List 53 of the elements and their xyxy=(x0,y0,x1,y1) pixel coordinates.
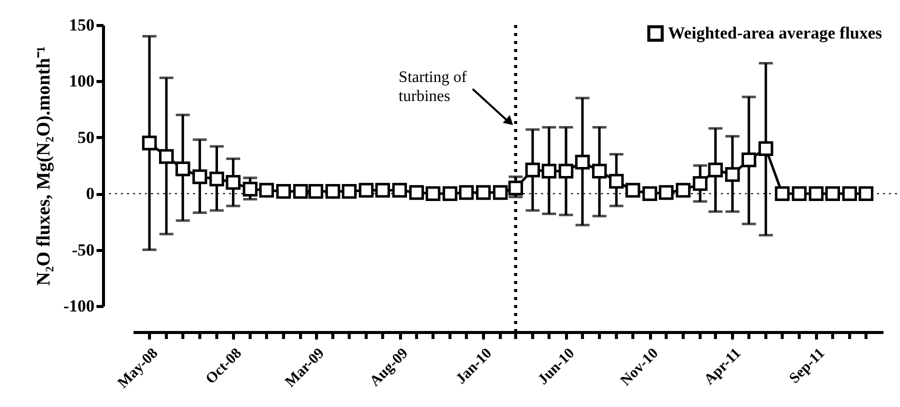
point xyxy=(774,186,790,201)
point xyxy=(625,182,640,198)
point xyxy=(692,176,708,191)
y-tick-label: 50 xyxy=(78,128,94,147)
point xyxy=(842,186,857,201)
point xyxy=(542,164,556,178)
point xyxy=(642,186,658,201)
point xyxy=(758,141,774,156)
point xyxy=(825,186,840,201)
point xyxy=(792,186,807,201)
y-axis-title: N₂O fluxes, Mg(N₂O).month⁻¹ xyxy=(33,46,54,286)
point xyxy=(708,162,723,178)
point xyxy=(658,185,674,200)
point xyxy=(276,184,291,199)
point xyxy=(209,172,224,186)
point xyxy=(325,184,340,199)
point xyxy=(558,164,574,178)
point xyxy=(442,186,458,201)
point xyxy=(358,182,374,198)
point xyxy=(192,169,208,184)
point xyxy=(375,182,390,198)
y-tick-label: 100 xyxy=(69,72,94,91)
point xyxy=(676,182,691,198)
point xyxy=(742,152,756,168)
point xyxy=(142,136,157,150)
point xyxy=(508,180,524,196)
point xyxy=(308,184,324,199)
point xyxy=(858,186,874,201)
point xyxy=(476,185,491,200)
y-tick-label: 150 xyxy=(69,16,94,34)
point xyxy=(592,164,607,178)
y-tick-label: 0 xyxy=(86,184,94,204)
point xyxy=(725,167,740,182)
legend-label: Weighted-area average fluxes xyxy=(668,24,882,42)
point xyxy=(492,185,508,200)
point xyxy=(226,174,241,190)
point xyxy=(293,184,308,199)
point xyxy=(242,182,258,196)
point xyxy=(159,149,174,164)
point xyxy=(459,185,474,200)
point xyxy=(575,154,590,170)
y-tick-label: -100 xyxy=(63,296,94,316)
point xyxy=(342,184,357,199)
point xyxy=(409,185,424,200)
point xyxy=(426,186,440,201)
point xyxy=(609,174,624,189)
y-tick-label: -50 xyxy=(72,240,94,260)
point xyxy=(392,182,407,198)
ref-line-label: Starting of turbines xyxy=(398,69,468,105)
point xyxy=(808,186,824,201)
point xyxy=(525,162,540,178)
point xyxy=(259,182,274,198)
point xyxy=(175,162,190,176)
